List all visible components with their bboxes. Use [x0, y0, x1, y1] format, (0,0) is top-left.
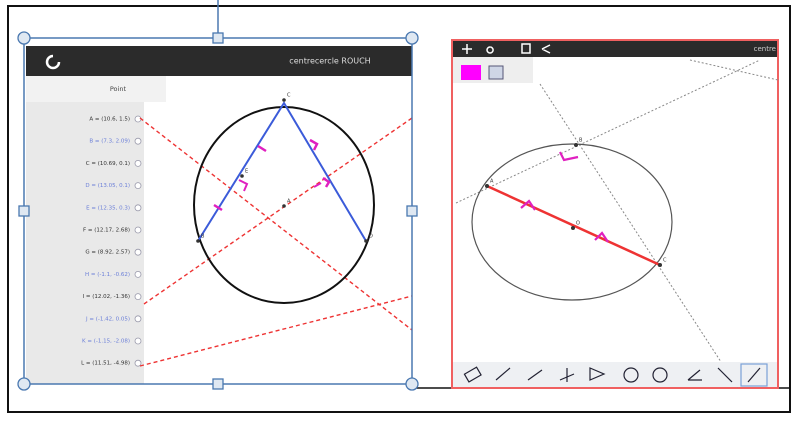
item-bullet	[135, 160, 141, 166]
point	[574, 143, 578, 147]
algebra-item: J = (-1.42, 0.05)	[85, 316, 130, 322]
algebra-item: E = (12.35, 0.3)	[86, 205, 130, 211]
item-bullet	[135, 338, 141, 344]
point	[364, 239, 368, 243]
item-bullet	[135, 227, 141, 233]
algebra-item: F = (12.17, 2.68)	[83, 228, 130, 234]
algebra-item: A = (10.6, 1.5)	[89, 117, 130, 123]
right-screenshot: centre B O A C	[452, 40, 778, 388]
point-label: A	[287, 199, 291, 205]
algebra-item: H = (-1.1, -0.62)	[85, 272, 130, 278]
point-label: O	[576, 221, 580, 227]
panel-header: Point	[110, 85, 127, 93]
panel-header-bg	[26, 76, 166, 102]
point	[240, 174, 244, 178]
item-bullet	[135, 271, 141, 277]
item-bullet	[135, 183, 141, 189]
algebra-item: D = (13.05, 0.1)	[85, 183, 130, 189]
style-icon	[489, 66, 503, 79]
algebra-item: C = (10.69, 0.1)	[86, 161, 130, 167]
app-title: centrecercle ROUCH	[289, 57, 370, 66]
item-bullet	[135, 116, 141, 122]
item-bullet	[135, 138, 141, 144]
point	[485, 184, 489, 188]
item-bullet	[135, 249, 141, 255]
algebra-item: B = (7.3, 2.09)	[89, 139, 130, 145]
algebra-item: K = (-1.15, -2.08)	[82, 339, 130, 345]
point	[196, 239, 200, 243]
point-label: A	[490, 179, 494, 185]
point-label: B	[201, 234, 205, 240]
point-label: C	[663, 258, 667, 264]
canvas	[452, 40, 778, 388]
point-label: C	[287, 93, 291, 99]
algebra-item: I = (12.02, -1.36)	[83, 294, 131, 300]
toolbar	[453, 41, 777, 57]
point	[282, 98, 286, 102]
app-title: centre	[754, 45, 776, 53]
algebra-item: L = (11.51, -4.98)	[81, 361, 130, 367]
left-screenshot: centrecercle ROUCH Point A = (10.6, 1.5)…	[18, 32, 418, 390]
point-label: B	[579, 138, 583, 144]
point	[571, 226, 575, 230]
algebra-item: G = (8.92, 2.57)	[85, 250, 130, 256]
point-label: D	[369, 234, 373, 240]
item-bullet	[135, 316, 141, 322]
figure: centrecercle ROUCH Point A = (10.6, 1.5)…	[0, 0, 798, 420]
item-bullet	[135, 205, 141, 211]
color-swatch	[461, 65, 481, 80]
point-label: E	[245, 169, 248, 175]
point	[282, 204, 286, 208]
item-bullet	[135, 294, 141, 300]
point	[658, 263, 662, 267]
